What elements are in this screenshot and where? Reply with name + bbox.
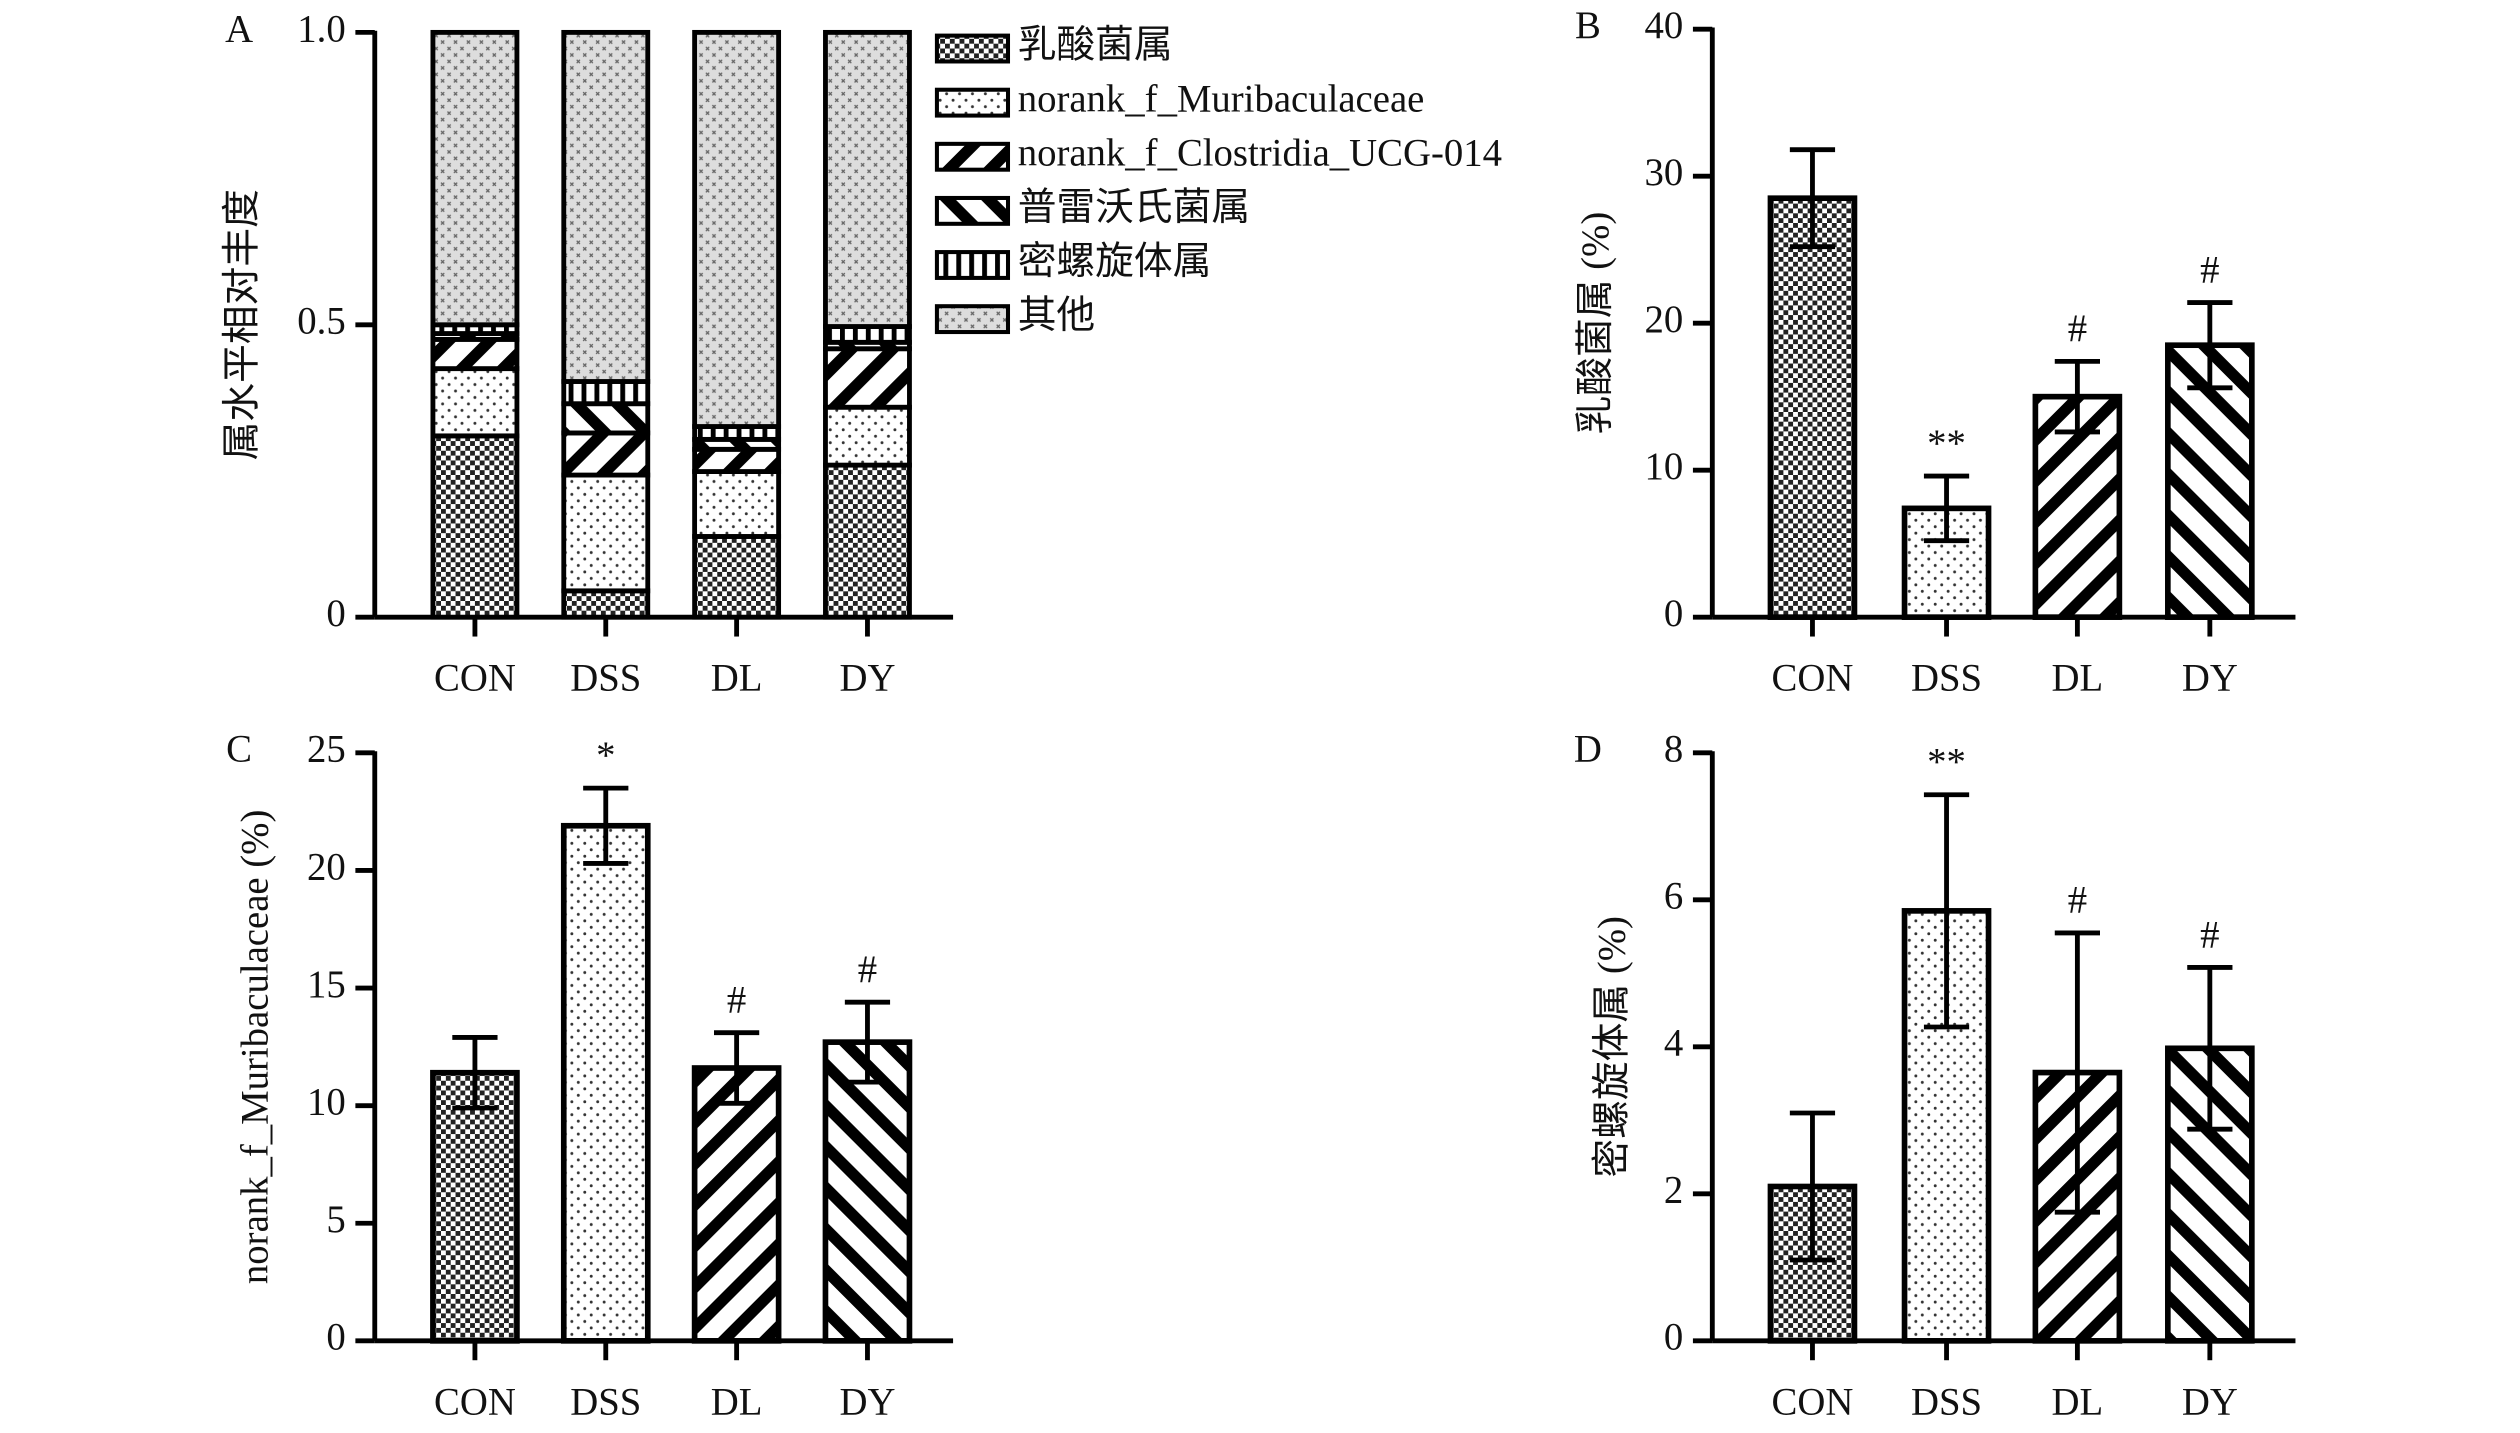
y-tick-label: 5: [326, 1198, 345, 1241]
x-tick-label: DL: [711, 657, 763, 700]
y-tick-label: 0: [326, 1316, 345, 1359]
x-tick-label: DL: [2052, 1380, 2104, 1423]
y-tick-label: 0: [326, 592, 345, 635]
bar-segment: [561, 472, 651, 594]
bar-segment: [430, 433, 520, 620]
significance-label: #: [2068, 307, 2087, 350]
y-axis-label: 属水平相对丰度: [220, 189, 263, 460]
x-tick-label: DL: [711, 1380, 763, 1423]
bar-segment: [692, 446, 782, 474]
bar-segment: [823, 29, 912, 329]
y-tick-label: 0: [1664, 1316, 1683, 1359]
y-tick-label: 2: [1664, 1169, 1683, 1212]
legend-swatch: [934, 87, 1011, 118]
x-tick-label: DSS: [570, 1380, 641, 1423]
y-tick-label: 20: [307, 845, 346, 888]
y-axis-label: 密螺旋体属 (%): [1590, 916, 1633, 1178]
y-tick-label: 10: [1644, 445, 1683, 488]
y-tick-label: 6: [1664, 875, 1683, 918]
panel-label: D: [1574, 728, 1602, 771]
bar: [560, 822, 651, 1344]
y-tick-label: 30: [1644, 151, 1683, 194]
x-tick-label: DSS: [1911, 657, 1982, 700]
y-tick-label: 0.5: [297, 300, 345, 343]
significance-label: #: [727, 979, 746, 1022]
bar-segment: [561, 379, 651, 407]
bar: [430, 1069, 520, 1344]
bar-segment: [692, 534, 782, 620]
x-tick-label: DSS: [570, 657, 641, 700]
significance-label: **: [1927, 422, 1966, 465]
y-tick-label: 15: [307, 963, 346, 1006]
bar: [2165, 342, 2255, 620]
bar-segment: [430, 336, 520, 372]
bar-segment: [561, 430, 651, 478]
x-tick-label: CON: [434, 657, 516, 700]
x-tick-label: DL: [2052, 657, 2104, 700]
legend-label: norank_f_Muribaculaceae: [1018, 78, 1425, 121]
y-tick-label: 0: [1664, 592, 1683, 635]
x-tick-label: CON: [434, 1380, 516, 1423]
significance-label: #: [2200, 248, 2219, 291]
bar-segment: [561, 401, 651, 436]
y-tick-label: 1.0: [297, 7, 345, 50]
bar: [1767, 1183, 1858, 1344]
bar-segment: [430, 366, 520, 439]
bar-segment: [692, 469, 782, 539]
x-tick-label: DY: [2182, 1380, 2238, 1423]
legend-label: 乳酸菌属: [1018, 23, 1173, 66]
significance-label: #: [858, 948, 877, 991]
legend-swatch: [934, 141, 1011, 172]
y-tick-label: 40: [1644, 4, 1683, 47]
legend-label: 其他: [1018, 294, 1095, 337]
x-tick-label: DSS: [1911, 1380, 1982, 1423]
panel-label: C: [226, 728, 252, 771]
bar: [822, 1039, 913, 1344]
significance-label: **: [1927, 741, 1966, 784]
legend-swatch: [934, 33, 1011, 64]
significance-label: #: [2200, 913, 2219, 956]
y-axis-label: 乳酸菌属 (%): [1574, 212, 1617, 435]
panel-label: B: [1575, 4, 1601, 47]
panel-label: A: [225, 7, 253, 50]
bar-segment: [430, 29, 520, 328]
legend-swatch: [934, 250, 1011, 280]
x-tick-label: CON: [1772, 657, 1854, 700]
bar-segment: [692, 29, 782, 429]
bar-segment: [561, 29, 651, 384]
y-tick-label: 4: [1664, 1022, 1683, 1065]
bar-segment: [561, 588, 651, 620]
x-tick-label: DY: [2182, 657, 2238, 700]
bar-segment: [823, 404, 912, 468]
legend-swatch: [934, 195, 1011, 226]
y-tick-label: 25: [307, 728, 346, 771]
significance-label: *: [596, 734, 615, 777]
y-tick-label: 10: [307, 1081, 346, 1124]
legend-label: 密螺旋体属: [1018, 240, 1212, 283]
legend-label: norank_f_Clostridia_UCG-014: [1018, 132, 1502, 175]
legend-swatch: [934, 304, 1011, 335]
legend-label: 普雷沃氏菌属: [1018, 186, 1251, 229]
x-tick-label: CON: [1772, 1380, 1854, 1423]
bar: [1767, 195, 1858, 620]
significance-label: #: [2068, 879, 2087, 922]
bar: [691, 1065, 782, 1344]
y-axis-label: norank_f_Muribaculaceae (%): [233, 810, 276, 1284]
x-tick-label: DY: [839, 1380, 895, 1423]
bar-segment: [823, 462, 912, 620]
x-tick-label: DY: [839, 657, 895, 700]
bar-segment: [823, 346, 912, 410]
y-tick-label: 20: [1644, 298, 1683, 341]
y-tick-label: 8: [1664, 728, 1683, 771]
